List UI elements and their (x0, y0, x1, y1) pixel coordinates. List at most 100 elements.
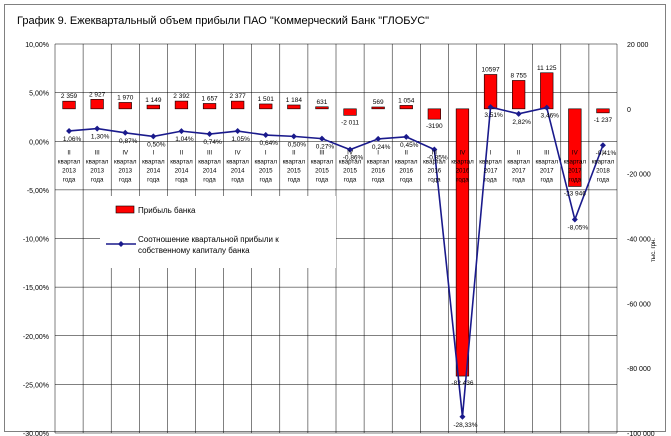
category-label-line: года (541, 176, 554, 183)
profit-label: -23 946 (564, 190, 586, 197)
category-label-line: 2016 (427, 167, 441, 174)
category-label-line: 2013 (62, 167, 76, 174)
left-tick-label: -30,00% (23, 431, 49, 436)
left-tick-label: -25,00% (23, 382, 49, 389)
category-label-line: года (203, 176, 216, 183)
right-tick-label: -80 000 (627, 366, 651, 373)
category-label-line: года (119, 176, 132, 183)
ratio-label: 0,64% (260, 140, 279, 147)
ratio-label: 0,74% (203, 139, 222, 146)
ratio-label: 1,06% (63, 136, 82, 143)
category-label-line: квартал (170, 158, 193, 165)
category-label: II квартал 2015 года (283, 149, 306, 183)
category-label-line: IV (460, 149, 467, 156)
profit-label: -3190 (426, 123, 443, 130)
category-label-line: квартал (198, 158, 221, 165)
left-tick-label: 0,00% (29, 139, 49, 146)
ratio-marker (66, 127, 73, 134)
category-label-line: года (484, 176, 497, 183)
category-label-line: года (400, 176, 413, 183)
ratio-label: 0,87% (119, 138, 138, 145)
category-label-line: 2014 (146, 167, 160, 174)
ratio-marker (375, 135, 382, 142)
category-label-line: квартал (423, 158, 446, 165)
category-label-line: III (544, 149, 549, 156)
category-label-line: 2013 (118, 167, 132, 174)
right-tick-label: 20 000 (627, 42, 649, 49)
right-tick-label: -40 000 (627, 237, 651, 244)
category-label-line: 2013 (90, 167, 104, 174)
category-label: IV квартал 2015 года (339, 149, 362, 183)
left-tick-label: 10,00% (25, 42, 49, 49)
category-label: IV квартал 2014 года (226, 149, 249, 183)
ratio-marker (318, 135, 325, 142)
profit-bar (90, 99, 104, 110)
ratio-marker (262, 132, 269, 139)
category-label-line: года (597, 176, 610, 183)
category-label-line: 2017 (512, 167, 526, 174)
ratio-line (66, 104, 606, 420)
profit-label: 1 054 (398, 97, 415, 104)
category-label-line: года (428, 176, 441, 183)
category-label-line: II (405, 149, 409, 156)
category-label-line: 2014 (175, 167, 189, 174)
ratio-label: 3,46% (541, 113, 560, 120)
right-tick-label: -20 000 (627, 172, 651, 179)
ratio-label: -28,33% (453, 422, 477, 429)
category-label-line: квартал (311, 158, 334, 165)
legend-line-marker (118, 241, 124, 247)
ratio-marker (347, 146, 354, 153)
profit-label: 11 125 (537, 65, 557, 72)
category-label-line: 2017 (484, 167, 498, 174)
category-label-line: 2015 (259, 167, 273, 174)
ratio-label: 1,30% (91, 134, 110, 141)
category-label-line: квартал (367, 158, 390, 165)
category-label-line: квартал (507, 158, 530, 165)
legend-line-label-2: собственному капиталу банка (138, 246, 250, 255)
ratio-label: 0,50% (147, 141, 166, 148)
category-label-line: I (490, 149, 492, 156)
category-label-line: года (512, 176, 525, 183)
ratio-label: 1,04% (175, 136, 194, 143)
category-label: II квартал 2014 года (170, 149, 193, 183)
ratio-marker (571, 216, 578, 223)
profit-label: -1 237 (594, 117, 613, 124)
left-tick-label: -20,00% (23, 334, 49, 341)
profit-bar (231, 100, 245, 110)
left-tick-label: -15,00% (23, 285, 49, 292)
profit-label: 2 927 (89, 91, 106, 98)
category-label-line: III (432, 149, 437, 156)
category-label-line: года (175, 176, 188, 183)
profit-label: 1 501 (258, 96, 275, 103)
ratio-marker (515, 110, 522, 117)
category-label-line: года (260, 176, 273, 183)
ratio-label: 3,51% (484, 112, 503, 119)
profit-label: 1 149 (145, 97, 162, 104)
profit-label: 2 359 (61, 93, 78, 100)
profit-bar (287, 104, 301, 110)
category-label-line: квартал (283, 158, 306, 165)
profit-bar (399, 105, 413, 110)
profit-bar (371, 106, 385, 110)
chart-title: График 9. Ежеквартальный объем прибыли П… (17, 15, 430, 27)
ratio-marker (543, 104, 550, 111)
category-label-line: года (316, 176, 329, 183)
profit-bar (512, 80, 526, 110)
profit-label: 8 755 (511, 72, 528, 79)
category-label-line: года (91, 176, 104, 183)
profit-bar (259, 103, 273, 110)
profit-bar (315, 106, 329, 110)
category-label-line: квартал (226, 158, 249, 165)
ratio-marker (234, 128, 241, 135)
profit-label: 569 (373, 99, 384, 106)
category-label-line: 2015 (287, 167, 301, 174)
profit-label: 2 392 (173, 93, 190, 100)
category-label-line: IV (572, 149, 579, 156)
profit-label: -82 436 (451, 380, 473, 387)
ratio-marker (290, 133, 297, 140)
category-label-line: IV (122, 149, 129, 156)
